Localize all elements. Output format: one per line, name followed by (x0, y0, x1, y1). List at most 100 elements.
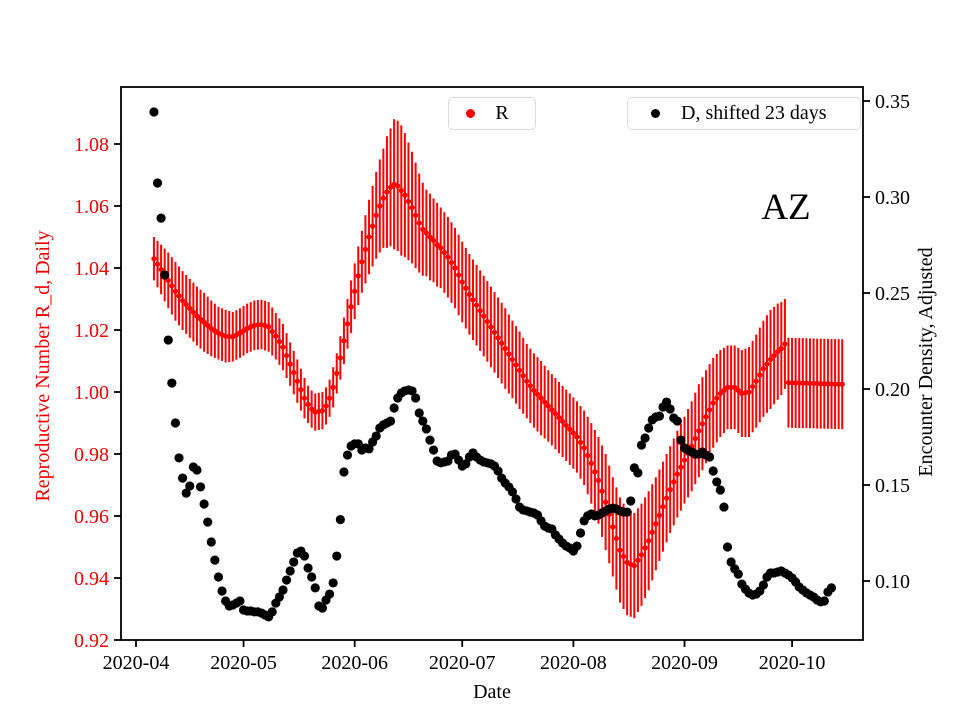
r-mean-dot (495, 335, 501, 341)
r-mean-dot (707, 407, 713, 413)
d-scatter-dot (199, 499, 209, 509)
x-tick-label: 2020-09 (651, 652, 718, 674)
x-tick-label: 2020-04 (103, 652, 170, 674)
d-scatter-dot (167, 378, 177, 388)
r-mean-dot (671, 479, 677, 485)
r-mean-dot (753, 378, 759, 384)
r-mean-dot (352, 288, 358, 294)
r-mean-dot (775, 349, 781, 355)
d-scatter-dot (328, 578, 338, 588)
r-mean-dot (592, 469, 598, 475)
d-scatter-dot (307, 572, 317, 582)
r-mean-dot (524, 378, 530, 384)
r-mean-dot (771, 352, 777, 359)
r-mean-dot (545, 403, 551, 409)
d-scatter-dot (640, 433, 650, 443)
r-mean-dot (355, 273, 361, 279)
r-mean-dot (746, 389, 752, 395)
r-mean-dot (459, 279, 465, 285)
r-mean-dot (764, 361, 770, 367)
r-mean-dot (699, 421, 706, 427)
r-mean-dot (176, 293, 182, 299)
r-mean-dot (724, 384, 731, 390)
r-mean-dot (577, 439, 584, 445)
r-mean-dot (782, 341, 788, 347)
d-scatter-dot (733, 569, 743, 579)
left-axis-title: Reproductive Number R_d, Daily (32, 230, 54, 502)
r-mean-dot (413, 212, 419, 218)
d-scatter-dot (317, 603, 328, 613)
r-mean-dot (334, 370, 340, 376)
r-mean-dot (542, 399, 548, 405)
r-mean-dot (778, 346, 784, 352)
r-mean-dot (484, 318, 490, 325)
r-mean-dot (301, 395, 308, 401)
r-mean-dot (405, 198, 412, 204)
r-mean-dot (728, 384, 734, 390)
r-mean-dot (377, 203, 383, 209)
d-scatter-dot (572, 541, 582, 551)
d-scatter-dot (235, 596, 245, 606)
r-mean-dot (445, 254, 451, 260)
legend-r: R (448, 97, 536, 130)
x-tick-label: 2020-07 (429, 652, 496, 674)
d-scatter-dot (622, 507, 632, 517)
r-mean-dot (194, 313, 200, 319)
d-scatter-dot (715, 485, 725, 495)
r-mean-dot (452, 265, 458, 271)
r-mean-dot (563, 422, 569, 428)
d-scatter-dot (278, 585, 288, 595)
d-scatter-dot (626, 496, 636, 506)
x-axis-title: Date (473, 681, 511, 703)
d-scatter-dot (428, 445, 439, 455)
r-mean-dot (373, 212, 379, 218)
d-scatter-dot (425, 435, 435, 445)
r-mean-dot (721, 387, 727, 394)
d-scatter-dot (210, 555, 220, 565)
d-scatter-dot (407, 386, 417, 396)
d-scatter-dot (708, 466, 718, 476)
r-mean-dot (158, 266, 164, 273)
r-mean-dot (488, 324, 494, 330)
plot-border (120, 86, 864, 641)
r-mean-dot (341, 338, 347, 344)
r-mean-dot (499, 340, 505, 346)
r-mean-dot (280, 344, 286, 350)
r-mean-dot (337, 355, 343, 361)
r-mean-dot (326, 395, 333, 401)
right-tick-label: 0.15 (875, 475, 910, 497)
d-scatter-dot (461, 459, 471, 469)
r-mean-dot (165, 277, 171, 283)
d-scatter-dot (178, 473, 188, 483)
r-mean-dot (574, 434, 580, 440)
left-tick-label: 1.04 (74, 258, 109, 280)
d-scatter-dot (174, 453, 184, 463)
d-scatter-dot (507, 487, 518, 497)
r-mean-dot (384, 189, 390, 195)
r-mean-dot (732, 384, 738, 390)
r-mean-dot (610, 524, 616, 530)
d-scatter-dot (217, 586, 227, 596)
r-mean-dot (638, 552, 645, 558)
r-mean-dot (477, 308, 483, 314)
left-tick-label: 0.92 (74, 630, 109, 652)
r-mean-dot (283, 352, 290, 359)
r-mean-dot (663, 495, 670, 501)
r-mean-dot (151, 256, 157, 262)
r-mean-dot (481, 313, 487, 319)
d-scatter-dot (364, 444, 374, 454)
r-mean-dot (653, 521, 659, 527)
r-mean-dot (516, 367, 523, 373)
left-tick-label: 1.02 (74, 320, 109, 342)
r-mean-dot (692, 435, 698, 442)
r-mean-dot (319, 408, 326, 414)
r-mean-dot (183, 301, 189, 308)
r-mean-dot (441, 249, 447, 256)
r-mean-dot (359, 259, 365, 265)
d-scatter-dot (203, 517, 213, 527)
r-mean-dot (473, 302, 480, 308)
r-mean-dot (294, 378, 300, 384)
left-tick-label: 1.08 (74, 134, 109, 156)
d-scatter-dot (654, 411, 665, 421)
